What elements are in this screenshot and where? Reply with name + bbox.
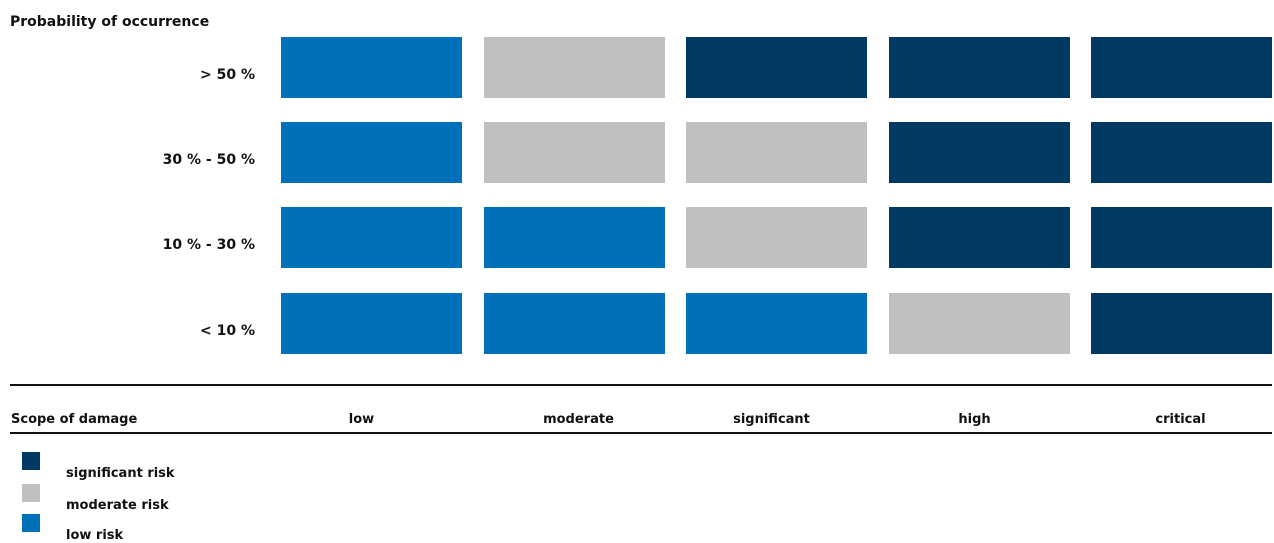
matrix-cell [484,293,665,354]
column-label-low: low [348,412,375,427]
matrix-cell [1091,207,1272,268]
row-label: 30 % - 50 % [162,151,255,168]
matrix-cell [281,207,462,268]
matrix-cell [281,293,462,354]
matrix-cell [484,122,665,183]
matrix-cell [484,37,665,98]
matrix-cell [889,122,1070,183]
matrix-cell [686,293,867,354]
x-axis-title: Scope of damage [11,412,138,427]
legend-swatch-low [22,514,40,532]
matrix-cell [889,293,1070,354]
matrix-cell [1091,37,1272,98]
legend-label-low: low risk [66,528,124,543]
matrix-cell [686,207,867,268]
row-label: < 10 % [200,322,255,339]
axis-divider-top [10,384,1272,386]
row-label: 10 % - 30 % [162,236,255,253]
column-label-high: high [958,412,991,427]
matrix-cell [889,207,1070,268]
legend-label-significant: significant risk [66,466,175,481]
risk-matrix: > 50 % 30 % - 50 % 10 % - 30 % < 10 % [162,37,1272,354]
legend-label-moderate: moderate risk [66,498,169,513]
column-label-significant: significant [733,412,810,427]
y-axis-title: Probability of occurrence [10,14,210,30]
legend-swatch-significant [22,452,40,470]
matrix-cell [686,122,867,183]
axis-divider-bottom [10,432,1272,434]
matrix-cell [281,122,462,183]
matrix-cell [1091,122,1272,183]
column-label-critical: critical [1155,412,1206,427]
matrix-cell [281,37,462,98]
matrix-cell [889,37,1070,98]
legend-swatch-moderate [22,484,40,502]
matrix-cell [484,207,665,268]
matrix-cell [686,37,867,98]
matrix-cell [1091,293,1272,354]
row-label: > 50 % [200,66,255,83]
column-label-moderate: moderate [543,412,614,427]
